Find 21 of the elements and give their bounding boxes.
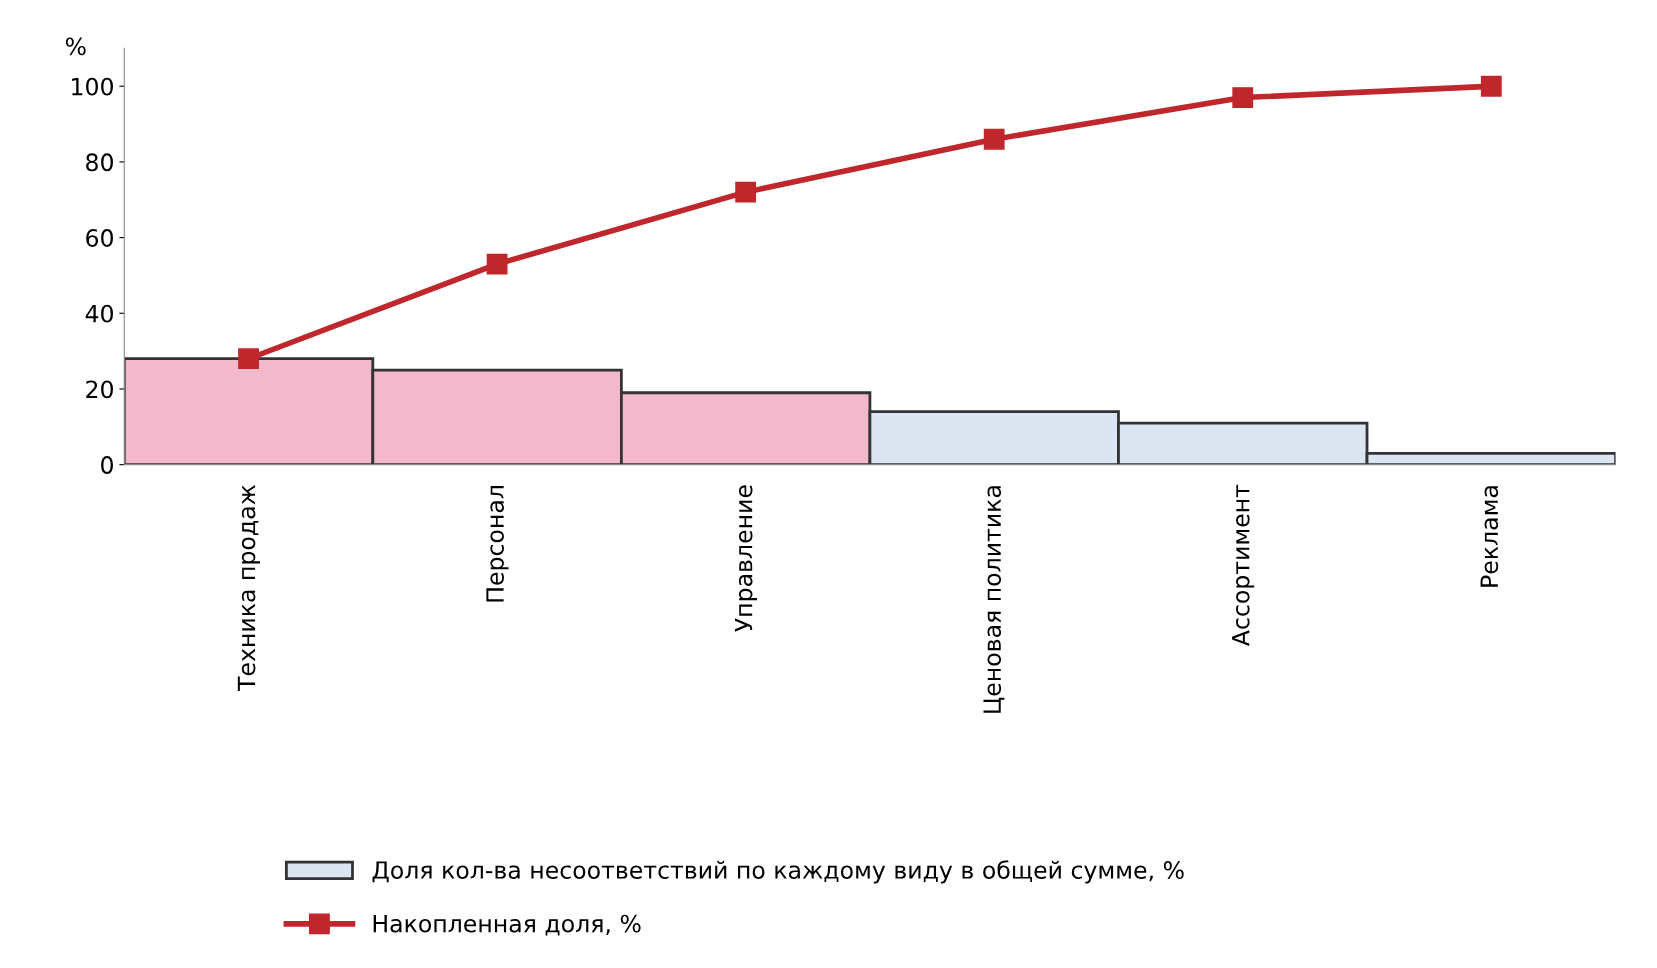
y-tick-label: 80 <box>86 153 113 172</box>
y-tick-label: 20 <box>86 380 113 399</box>
y-tick-label: 60 <box>86 229 113 247</box>
x-tick-label: Реклама <box>1480 486 1499 587</box>
point <box>238 348 259 370</box>
x-tick-label: Управление <box>734 485 758 632</box>
point <box>486 253 508 275</box>
legend-label: Накопленная доля, % <box>373 914 641 936</box>
x-tick-label: Ценовая политика <box>983 486 1005 713</box>
y-tick-label: 0 <box>101 456 113 474</box>
x-tick-label: Ассортимент <box>1232 484 1255 647</box>
point <box>1480 75 1502 97</box>
y-tick-label: 100 <box>72 77 113 96</box>
x-tick-label: Техника продаж <box>237 484 260 692</box>
point <box>1232 87 1254 109</box>
x-tick-label: Персонал <box>486 486 509 602</box>
point <box>735 181 757 203</box>
legend-label: Доля кол-ва несоответствий по каждому виду в общей сумме, % <box>372 860 1184 884</box>
point <box>983 128 1005 150</box>
y-tick-label: 40 <box>85 304 113 323</box>
y-axis-title: % <box>65 37 86 56</box>
